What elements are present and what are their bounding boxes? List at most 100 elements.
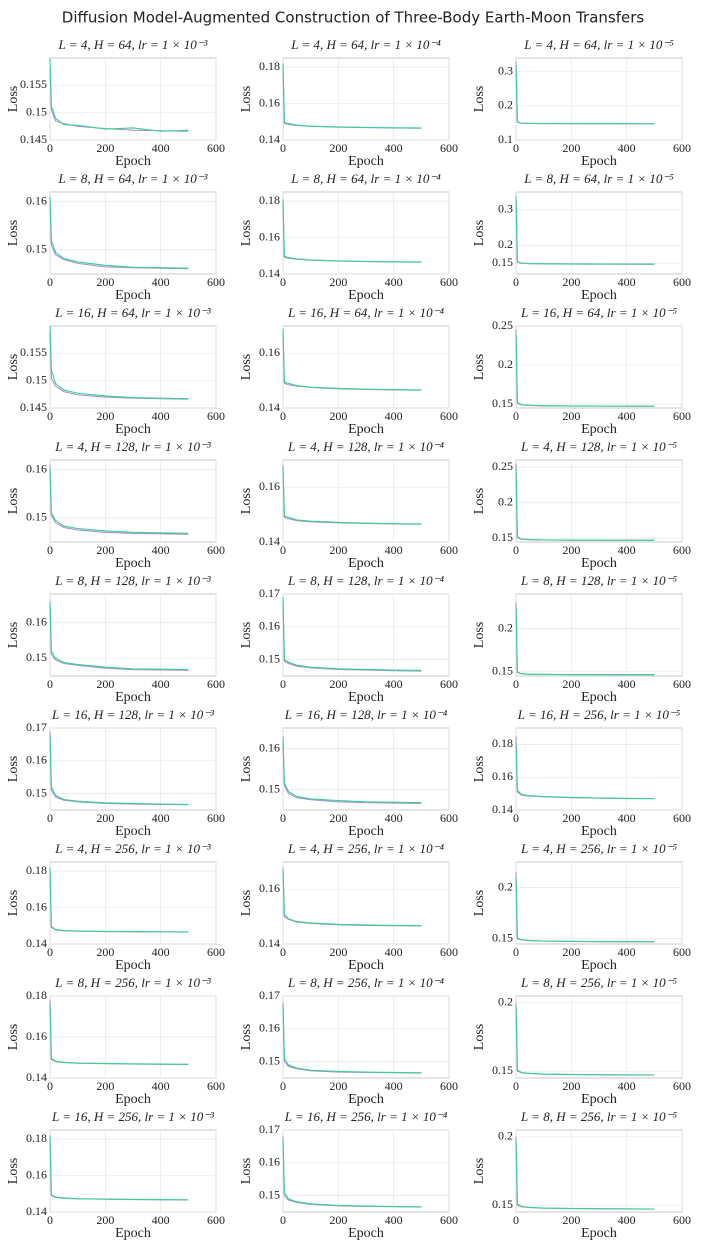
y-tick-label: 0.15 <box>26 510 47 524</box>
x-tick-label: 400 <box>385 945 403 959</box>
y-tick-label: 0.16 <box>26 899 47 913</box>
x-axis-label: Epoch <box>581 154 617 169</box>
plot-frame <box>515 459 683 543</box>
x-tick-label: 200 <box>96 1213 114 1227</box>
y-axis-label: Loss <box>239 1024 254 1050</box>
y-tick-label: 0.155 <box>20 345 47 359</box>
x-tick-label: 400 <box>152 677 170 691</box>
y-tick-label: 0.14 <box>26 936 47 950</box>
y-axis-label: Loss <box>239 488 254 514</box>
plot-frame <box>282 727 450 811</box>
x-axis-label: Epoch <box>115 1092 151 1107</box>
x-tick-label: 400 <box>618 811 636 825</box>
y-axis-label: Loss <box>472 488 487 514</box>
x-tick-label: 600 <box>673 1213 691 1227</box>
y-tick-label: 0.16 <box>259 1155 280 1169</box>
y-tick-label: 0.18 <box>492 736 513 750</box>
subplot-title: L = 8, H = 64, lr = 1 × 10⁻⁵ <box>523 171 674 186</box>
subplot-title: L = 8, H = 128, lr = 1 × 10⁻³ <box>54 573 212 588</box>
x-tick-label: 0 <box>280 1213 286 1227</box>
plot-frame <box>282 459 450 543</box>
x-tick-label: 400 <box>618 677 636 691</box>
subplot-title: L = 4, H = 256, lr = 1 × 10⁻⁵ <box>520 841 678 856</box>
y-axis-label: Loss <box>472 1024 487 1050</box>
x-tick-label: 200 <box>329 409 347 423</box>
x-axis-label: Epoch <box>348 154 384 169</box>
loss-line <box>282 468 422 525</box>
y-tick-label: 0.3 <box>498 202 513 216</box>
x-tick-label: 0 <box>513 1079 519 1093</box>
loss-line <box>49 464 189 535</box>
x-tick-label: 600 <box>440 677 458 691</box>
loss-line <box>282 1139 422 1208</box>
x-tick-label: 200 <box>562 275 580 289</box>
x-tick-label: 200 <box>96 141 114 155</box>
y-tick-label: 0.16 <box>26 1029 47 1043</box>
y-tick-label: 0.17 <box>259 586 280 600</box>
y-tick-label: 0.15 <box>259 1187 280 1201</box>
x-tick-label: 0 <box>513 409 519 423</box>
figure-title: Diffusion Model-Augmented Construction o… <box>62 9 645 27</box>
x-axis-label: Epoch <box>115 824 151 839</box>
y-tick-label: 0.15 <box>492 663 513 677</box>
subplot-title: L = 16, H = 128, lr = 1 × 10⁻³ <box>51 707 215 722</box>
x-tick-label: 200 <box>96 275 114 289</box>
y-tick-label: 0.25 <box>492 318 513 332</box>
x-tick-label: 400 <box>385 141 403 155</box>
y-tick-label: 0.16 <box>259 345 280 359</box>
y-tick-label: 0.14 <box>26 1204 47 1218</box>
y-tick-label: 0.2 <box>498 98 513 112</box>
y-tick-label: 0.15 <box>492 396 513 410</box>
x-axis-label: Epoch <box>581 422 617 437</box>
y-tick-label: 0.16 <box>492 769 513 783</box>
x-tick-label: 0 <box>513 677 519 691</box>
x-tick-label: 600 <box>440 945 458 959</box>
x-axis-label: Epoch <box>115 422 151 437</box>
y-axis-label: Loss <box>239 354 254 380</box>
plot-frame <box>282 861 450 945</box>
y-tick-label: 0.15 <box>26 785 47 799</box>
x-tick-label: 0 <box>280 811 286 825</box>
y-tick-label: 0.16 <box>259 740 280 754</box>
x-tick-label: 400 <box>385 811 403 825</box>
x-tick-label: 0 <box>280 677 286 691</box>
plot-frame <box>515 325 683 409</box>
x-tick-label: 200 <box>329 677 347 691</box>
loss-line <box>515 195 655 265</box>
x-tick-label: 400 <box>618 1213 636 1227</box>
y-axis-label: Loss <box>239 890 254 916</box>
x-tick-label: 600 <box>207 1079 225 1093</box>
y-tick-label: 0.18 <box>26 863 47 877</box>
x-tick-label: 600 <box>207 409 225 423</box>
subplot-title: L = 16, H = 256, lr = 1 × 10⁻³ <box>51 1109 215 1124</box>
x-axis-label: Epoch <box>115 958 151 973</box>
x-tick-label: 600 <box>207 677 225 691</box>
y-tick-label: 0.15 <box>26 104 47 118</box>
x-tick-label: 600 <box>673 811 691 825</box>
x-tick-label: 200 <box>562 1213 580 1227</box>
plot-frame <box>515 1129 683 1213</box>
x-tick-label: 0 <box>513 543 519 557</box>
x-axis-label: Epoch <box>348 1226 384 1241</box>
subplot-title: L = 4, H = 128, lr = 1 × 10⁻³ <box>54 439 212 454</box>
subplot-title: L = 16, H = 128, lr = 1 × 10⁻⁴ <box>284 707 448 722</box>
plot-frame <box>49 325 217 409</box>
y-axis-label: Loss <box>6 354 21 380</box>
subplot-title: L = 16, H = 256, lr = 1 × 10⁻⁵ <box>517 707 681 722</box>
x-axis-label: Epoch <box>581 288 617 303</box>
y-tick-label: 0.15 <box>259 651 280 665</box>
x-tick-label: 200 <box>96 811 114 825</box>
y-axis-label: Loss <box>472 756 487 782</box>
x-tick-label: 200 <box>329 1079 347 1093</box>
y-tick-label: 0.15 <box>26 242 47 256</box>
loss-line <box>515 333 655 407</box>
y-axis-label: Loss <box>6 86 21 112</box>
x-axis-label: Epoch <box>115 556 151 571</box>
y-axis-label: Loss <box>472 86 487 112</box>
y-tick-label: 0.16 <box>259 229 280 243</box>
y-axis-label: Loss <box>472 1158 487 1184</box>
x-axis-label: Epoch <box>115 1226 151 1241</box>
y-axis-label: Loss <box>6 890 21 916</box>
x-axis-label: Epoch <box>581 690 617 705</box>
